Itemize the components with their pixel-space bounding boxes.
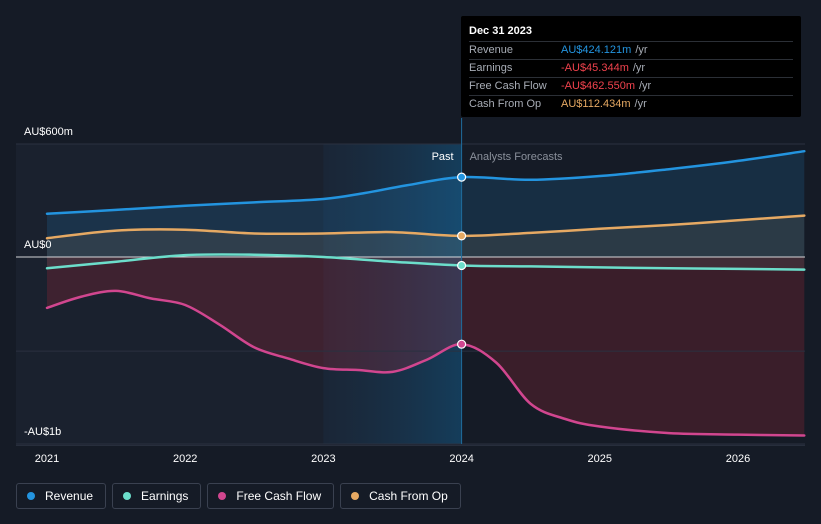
line-cash-from-op: [45, 214, 806, 240]
y-tick-label: AU$0: [24, 239, 52, 251]
point-earnings: [457, 260, 467, 271]
tooltip-series-unit: /yr: [634, 98, 647, 110]
tooltip-series-unit: /yr: [632, 62, 646, 74]
y-tick-label: AU$600m: [24, 126, 73, 138]
data-tooltip: Dec 31 2023 Revenue AU$424.121m /yr Earn…: [461, 16, 801, 117]
x-tick-label: 2022: [173, 453, 197, 465]
area-cash-from-op: [47, 215, 805, 257]
line-free-cash-flow: [45, 289, 806, 437]
legend-item-cash-from-op[interactable]: Cash From Op: [340, 483, 461, 509]
line-earnings: [45, 253, 806, 271]
tooltip-series-name: Cash From Op: [469, 98, 542, 110]
y-tick-label: -AU$1b: [24, 426, 61, 438]
x-tick-label: 2026: [726, 453, 750, 465]
x-tick-label: 2024: [449, 453, 473, 465]
tooltip-date: Dec 31 2023: [469, 25, 532, 37]
tooltip-series-value: -AU$45.344m: [561, 62, 629, 74]
area-revenue: [47, 151, 805, 257]
forecast-label: Analysts Forecasts: [470, 151, 563, 163]
legend-item-earnings[interactable]: Earnings: [112, 483, 202, 509]
legend-dot-icon: [218, 492, 227, 500]
x-tick-label: 2021: [35, 453, 59, 465]
tooltip-series-name: Earnings: [469, 62, 513, 74]
tooltip-series-name: Free Cash Flow: [469, 80, 547, 92]
tooltip-row-earnings: Earnings -AU$45.344m /yr: [469, 59, 793, 77]
legend-dot-icon: [123, 492, 132, 500]
line-revenue: [45, 149, 806, 215]
legend-label: Cash From Op: [369, 489, 448, 503]
tooltip-row-cash-from-op: Cash From Op AU$112.434m /yr: [469, 95, 793, 113]
tooltip-series-name: Revenue: [469, 44, 514, 56]
legend-item-free-cash-flow[interactable]: Free Cash Flow: [207, 483, 335, 509]
legend-dot-icon: [27, 492, 35, 500]
x-tick-label: 2025: [588, 453, 612, 465]
tooltip-series-unit: /yr: [639, 80, 652, 92]
highlight-region: [323, 144, 462, 444]
legend-label: Free Cash Flow: [236, 489, 322, 503]
area-earnings: [47, 254, 805, 270]
past-label: Past: [432, 151, 454, 163]
tooltip-series-value: -AU$462.550m: [561, 80, 635, 92]
tooltip-series-unit: /yr: [635, 44, 648, 56]
tooltip-series-value: AU$424.121m: [561, 44, 632, 56]
chart-legend: Revenue Earnings Free Cash Flow Cash Fro…: [16, 483, 461, 511]
legend-item-revenue[interactable]: Revenue: [16, 483, 107, 509]
point-cash-from-op: [457, 231, 467, 241]
point-revenue: [457, 172, 467, 182]
tooltip-row-revenue: Revenue AU$424.121m /yr: [469, 41, 793, 59]
x-tick-label: 2023: [311, 453, 335, 465]
area-free-cash-flow: [47, 257, 805, 436]
legend-dot-icon: [351, 492, 360, 500]
tooltip-series-value: AU$112.434m: [561, 98, 631, 110]
tooltip-row-free-cash-flow: Free Cash Flow -AU$462.550m /yr: [469, 77, 793, 95]
legend-label: Earnings: [141, 489, 189, 503]
point-free-cash-flow: [457, 339, 467, 349]
legend-label: Revenue: [45, 489, 94, 503]
